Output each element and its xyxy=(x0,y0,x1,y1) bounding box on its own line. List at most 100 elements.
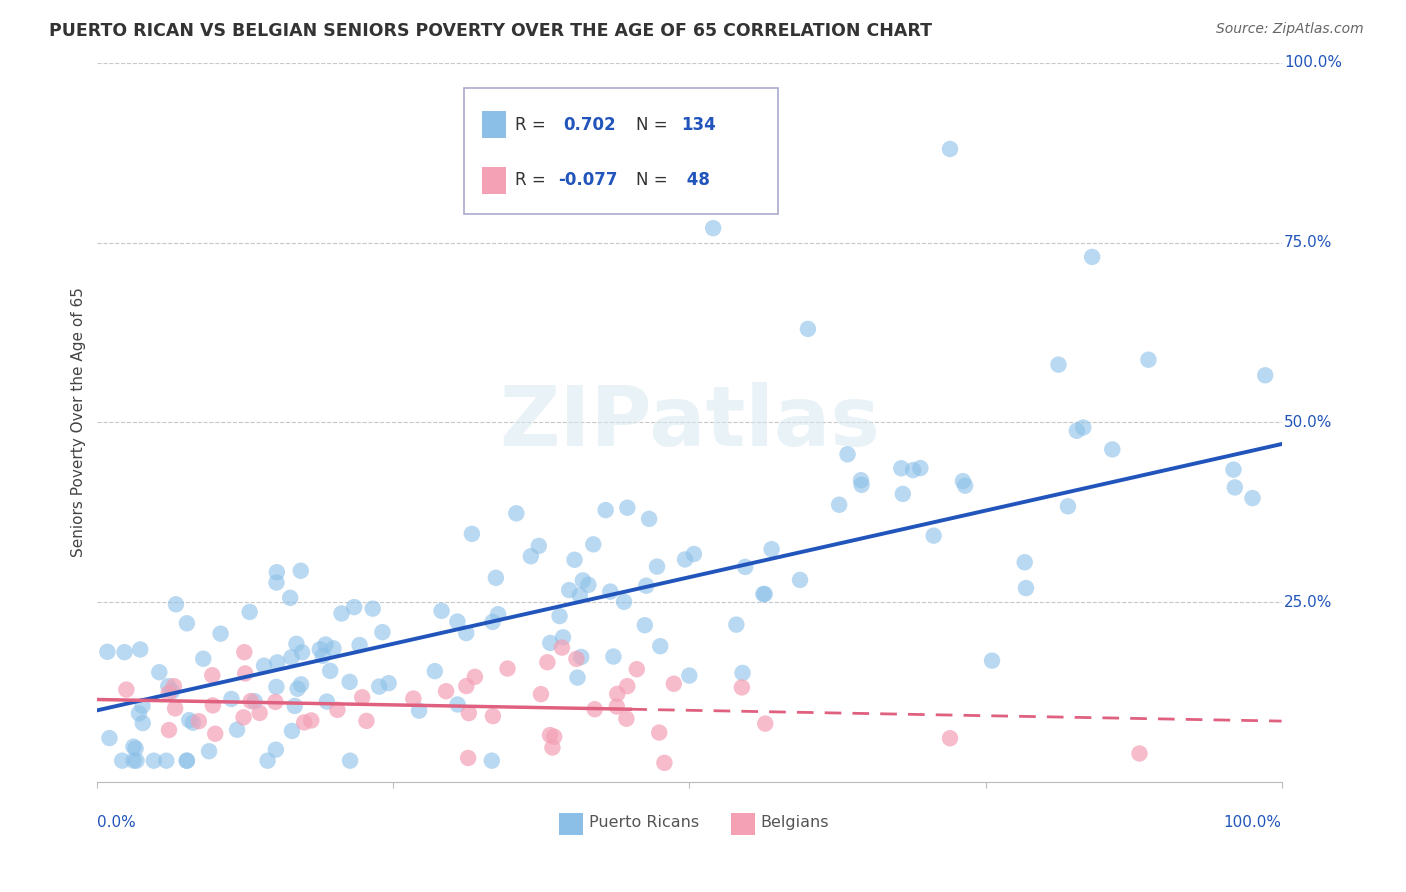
Point xyxy=(356,714,378,728)
Bar xyxy=(482,167,506,194)
Point xyxy=(457,706,479,720)
Bar xyxy=(731,814,755,835)
Point xyxy=(128,706,150,721)
Point xyxy=(157,679,180,693)
Point xyxy=(891,487,914,501)
Point xyxy=(572,574,595,588)
Point xyxy=(530,687,553,701)
Text: PUERTO RICAN VS BELGIAN SENIORS POVERTY OVER THE AGE OF 65 CORRELATION CHART: PUERTO RICAN VS BELGIAN SENIORS POVERTY … xyxy=(49,22,932,40)
Point xyxy=(179,713,201,727)
Point xyxy=(266,575,288,590)
Point xyxy=(176,754,198,768)
Point xyxy=(606,699,628,714)
Point xyxy=(662,677,685,691)
Point xyxy=(377,676,399,690)
Point xyxy=(129,642,152,657)
Point xyxy=(264,695,287,709)
Text: 50.0%: 50.0% xyxy=(1284,415,1333,430)
Text: R =: R = xyxy=(516,171,546,189)
Point xyxy=(361,601,384,615)
Point xyxy=(482,709,505,723)
Point xyxy=(434,684,457,698)
Bar xyxy=(560,814,583,835)
Point xyxy=(702,221,724,235)
Point xyxy=(731,665,754,680)
Point xyxy=(952,474,974,488)
Point xyxy=(157,723,180,737)
Point xyxy=(1081,250,1104,264)
Point xyxy=(232,710,254,724)
Point xyxy=(582,537,605,551)
Point xyxy=(322,641,344,656)
Point xyxy=(111,754,134,768)
Point xyxy=(754,587,776,601)
Point xyxy=(456,626,478,640)
Text: N =: N = xyxy=(636,171,668,189)
Point xyxy=(901,463,924,477)
Text: 100.0%: 100.0% xyxy=(1284,55,1341,70)
Point xyxy=(890,461,912,475)
Point xyxy=(654,756,676,770)
Point xyxy=(1128,747,1150,761)
Point xyxy=(239,605,262,619)
Point xyxy=(789,573,811,587)
Point xyxy=(243,694,266,708)
Point xyxy=(371,625,394,640)
Point xyxy=(678,668,700,682)
Point xyxy=(368,680,391,694)
Point xyxy=(326,703,349,717)
Point xyxy=(132,716,155,731)
Point xyxy=(201,668,224,682)
Point xyxy=(239,694,262,708)
Point xyxy=(910,461,932,475)
FancyBboxPatch shape xyxy=(464,87,779,214)
Point xyxy=(131,698,153,713)
Point xyxy=(122,754,145,768)
Point xyxy=(193,652,215,666)
Point xyxy=(402,691,425,706)
Point xyxy=(849,473,872,487)
Point xyxy=(312,648,335,663)
Point xyxy=(568,589,591,603)
Point xyxy=(527,539,550,553)
Point xyxy=(828,498,851,512)
Point xyxy=(330,607,353,621)
Point xyxy=(606,687,628,701)
Point xyxy=(734,560,756,574)
Point xyxy=(446,698,468,712)
Point xyxy=(456,679,478,693)
Point xyxy=(181,715,204,730)
Point xyxy=(204,727,226,741)
Point xyxy=(638,512,661,526)
Point xyxy=(114,645,136,659)
Text: N =: N = xyxy=(636,116,668,134)
Point xyxy=(731,681,754,695)
Point xyxy=(939,142,962,156)
Point xyxy=(538,728,561,742)
Point xyxy=(1057,500,1080,514)
Point xyxy=(1015,581,1038,595)
Point xyxy=(278,591,301,605)
Text: 25.0%: 25.0% xyxy=(1284,595,1333,610)
Point xyxy=(430,604,453,618)
Y-axis label: Seniors Poverty Over the Age of 65: Seniors Poverty Over the Age of 65 xyxy=(72,287,86,558)
Point xyxy=(264,742,287,756)
Point xyxy=(266,656,288,670)
Point xyxy=(349,638,371,652)
Point xyxy=(683,547,706,561)
Point xyxy=(541,740,564,755)
Point xyxy=(583,702,606,716)
Point xyxy=(352,690,374,705)
Point xyxy=(851,478,873,492)
Point xyxy=(797,322,820,336)
Text: 0.0%: 0.0% xyxy=(97,814,136,830)
Point xyxy=(485,571,508,585)
Point xyxy=(613,595,636,609)
Point xyxy=(464,670,486,684)
Text: 48: 48 xyxy=(681,171,710,189)
Point xyxy=(187,714,209,729)
Point xyxy=(343,600,366,615)
Point xyxy=(148,665,170,680)
Point xyxy=(486,607,509,622)
Point xyxy=(616,500,638,515)
